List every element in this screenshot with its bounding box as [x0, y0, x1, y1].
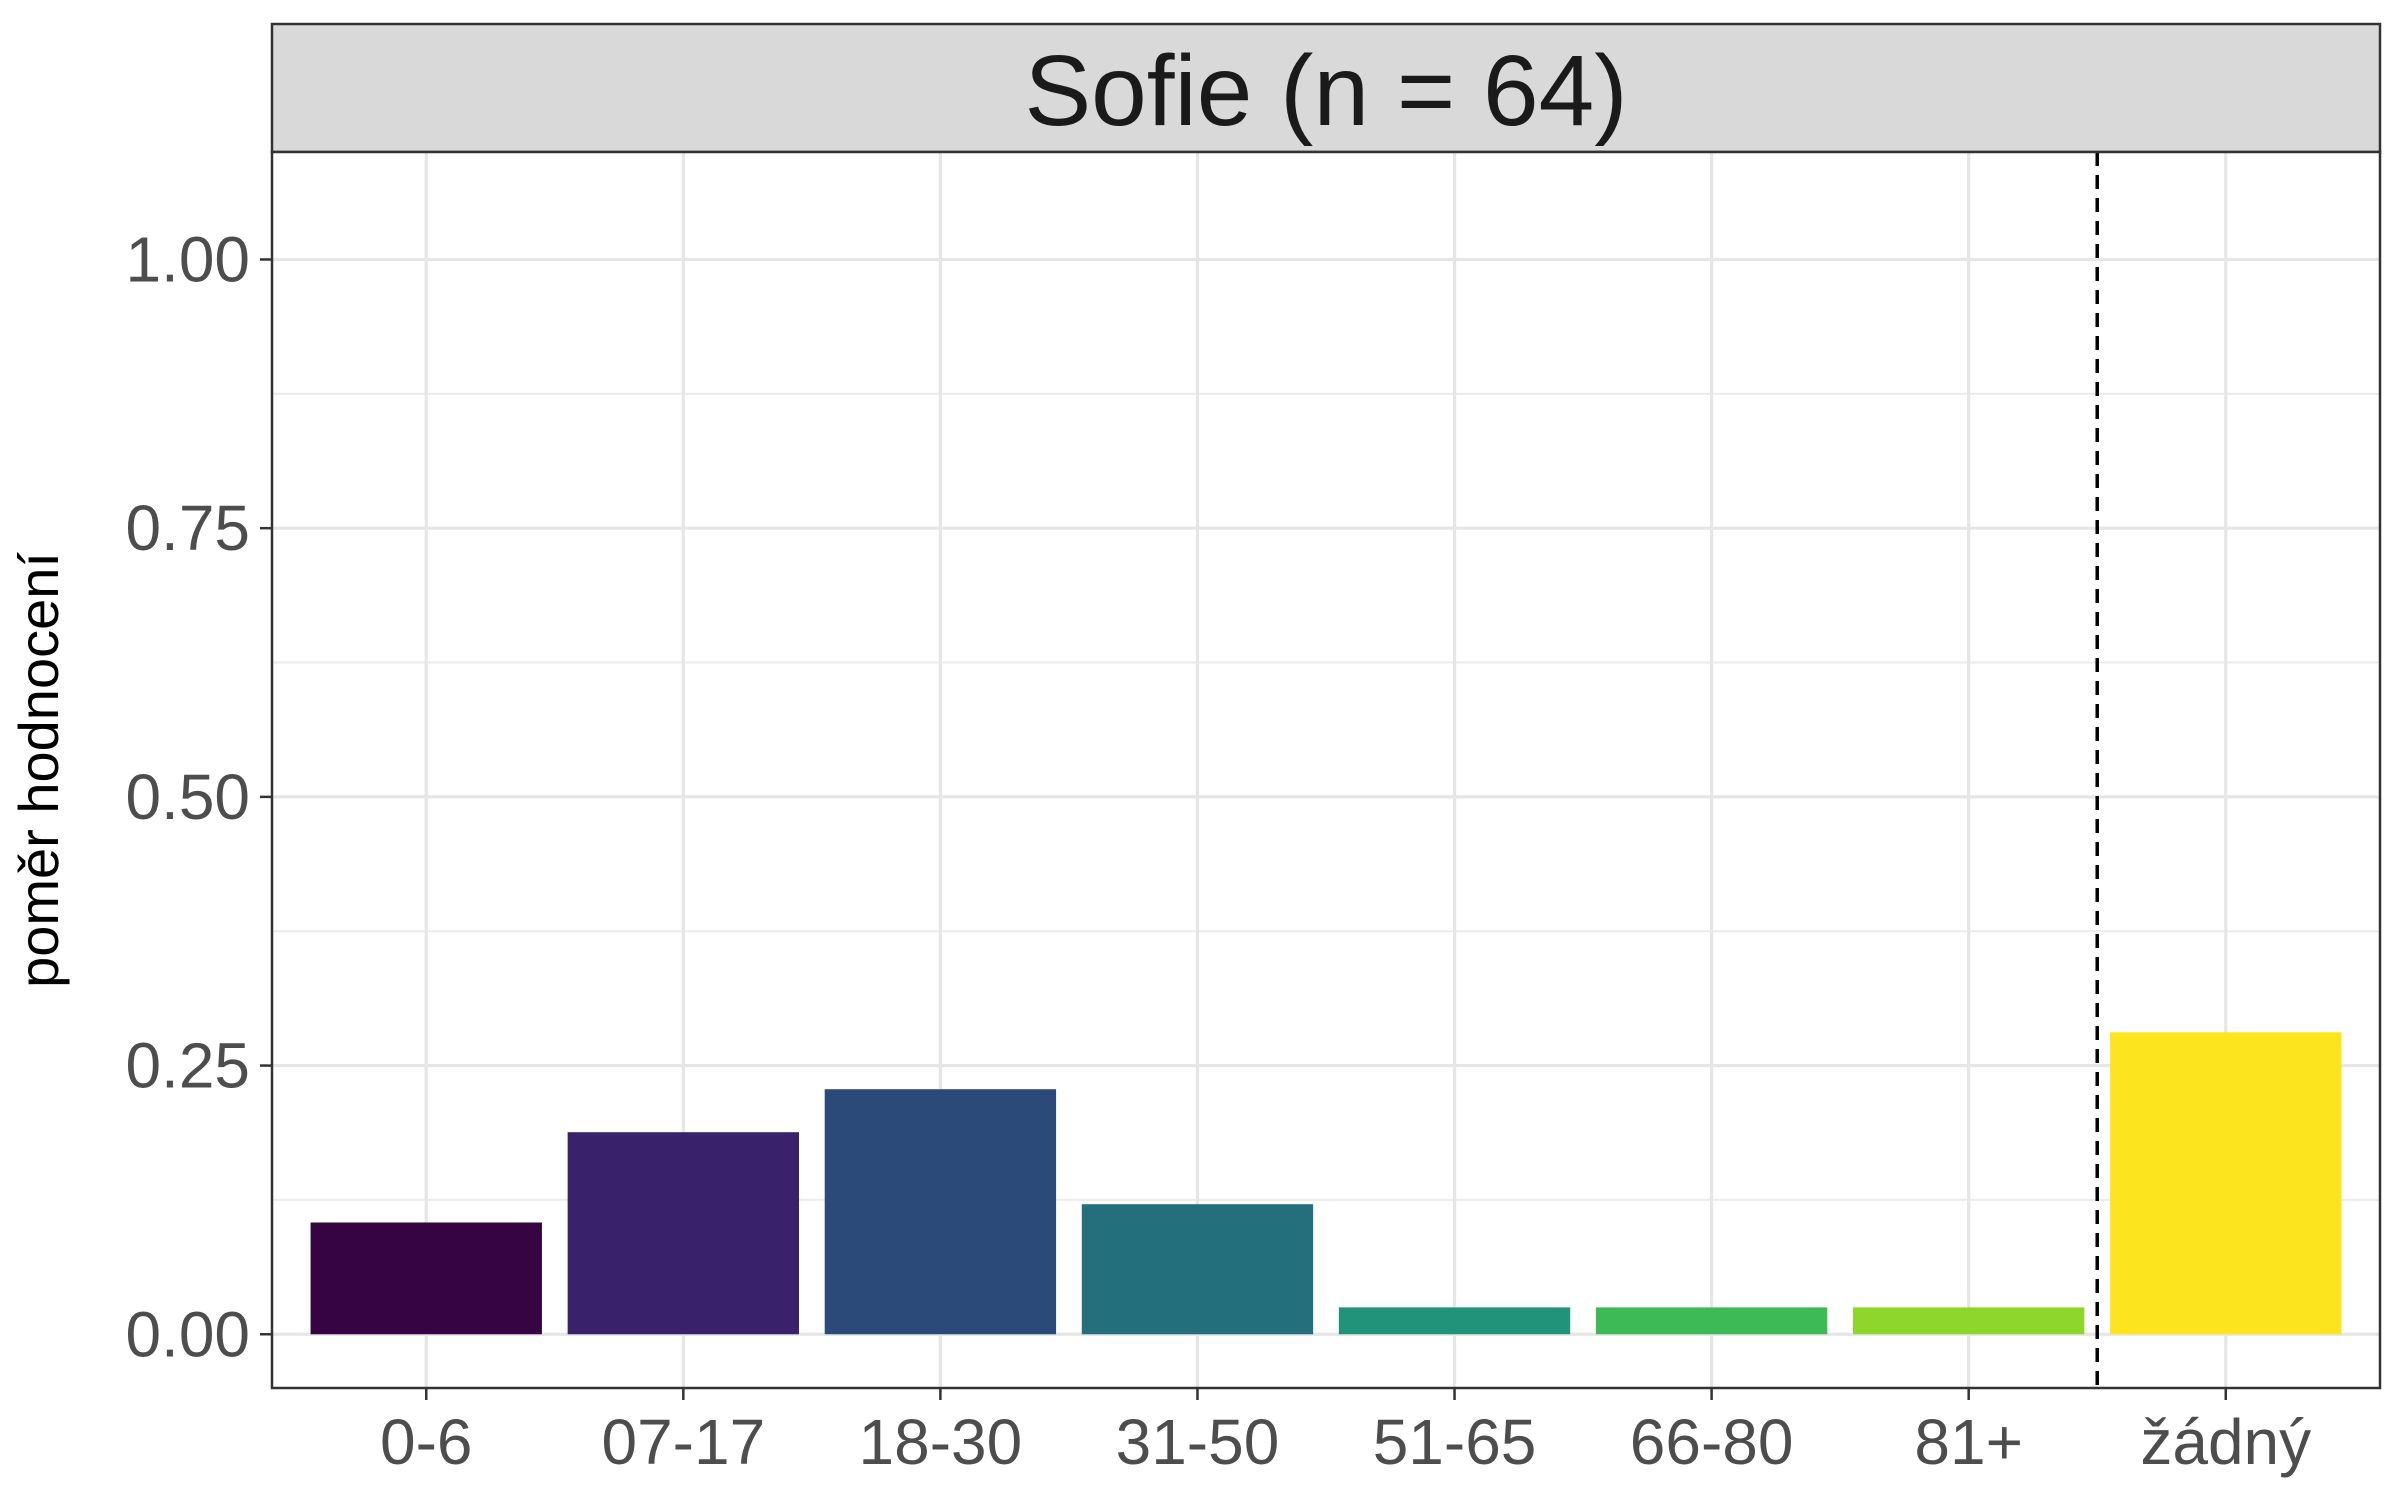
x-tick-label: 07-17	[601, 1406, 765, 1478]
y-tick-label: 0.00	[125, 1298, 250, 1370]
x-tick-label: 81+	[1914, 1406, 2023, 1478]
bar-66-80	[1595, 1307, 1828, 1335]
panel-border	[270, 150, 2382, 1390]
facet-strip	[270, 22, 2382, 154]
y-tick-label: 0.25	[125, 1030, 250, 1102]
bar-81+	[1853, 1307, 2085, 1335]
bar-07-17	[567, 1132, 799, 1335]
x-tick-label: 31-50	[1116, 1406, 1280, 1478]
x-tick-label: 66-80	[1630, 1406, 1794, 1478]
y-axis-label: poměr hodnocení	[7, 552, 70, 988]
grid-lines	[272, 152, 2380, 1388]
y-tick-label: 0.75	[125, 492, 250, 564]
x-tick-label: 0-6	[380, 1406, 473, 1478]
bars	[310, 1032, 2342, 1335]
bar-žádný	[2110, 1032, 2342, 1335]
x-tick-label: 18-30	[859, 1406, 1023, 1478]
bar-31-50	[1081, 1204, 1314, 1335]
x-axis: 0-6 07-17 18-30 31-50 51-65 66-80 81+ žádný	[380, 1388, 2311, 1478]
bar-18-30	[824, 1089, 1057, 1335]
bar-0-6	[310, 1222, 542, 1335]
bar-51-65	[1338, 1307, 1571, 1335]
x-tick-label: žádný	[2140, 1406, 2311, 1478]
x-tick-label: 51-65	[1373, 1406, 1537, 1478]
y-tick-label: 1.00	[125, 223, 250, 295]
y-tick-label: 0.50	[125, 761, 250, 833]
y-axis: 0.00 0.25 0.50 0.75 1.00	[125, 223, 272, 1370]
chart-title: Sofie (n = 64)	[1024, 35, 1627, 147]
